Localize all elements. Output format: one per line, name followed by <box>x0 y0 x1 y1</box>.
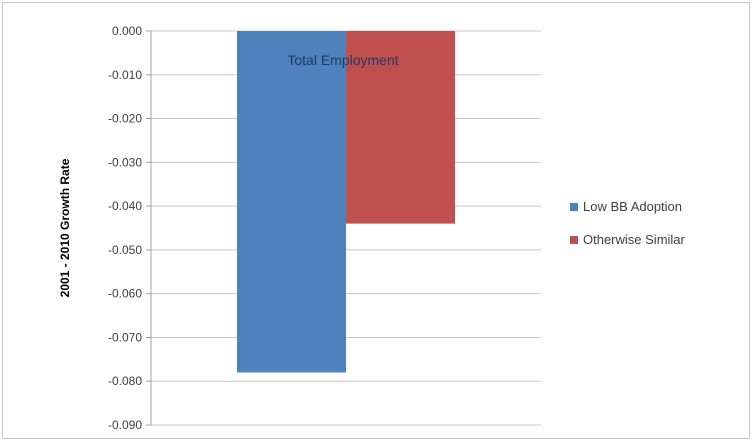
y-axis-label: 2001 - 2010 Growth Rate <box>58 158 72 297</box>
y-tick-label: -0.050 <box>108 243 142 257</box>
bar-low-bb-adoption <box>237 31 346 373</box>
legend-swatch <box>570 203 578 211</box>
bar-chart: 0.000 -0.010 -0.020 -0.030 -0.040 -0.050 -0.06… <box>58 24 686 432</box>
legend-label: Low BB Adoption <box>583 199 682 214</box>
legend-label: Otherwise Similar <box>583 232 686 247</box>
legend: Low BB Adoption Otherwise Similar <box>570 199 686 247</box>
y-tick-label: -0.090 <box>108 418 142 432</box>
chart-area: 0.000 -0.010 -0.020 -0.030 -0.040 -0.050 -0.06… <box>2 2 750 439</box>
y-tick-label: -0.060 <box>108 287 142 301</box>
bars <box>237 31 455 373</box>
bar-otherwise-similar <box>346 31 455 224</box>
y-tick-label: -0.020 <box>108 112 142 126</box>
y-tick-label: -0.040 <box>108 199 142 213</box>
y-axis-ticks: 0.000 -0.010 -0.020 -0.030 -0.040 -0.050 -0.06… <box>108 24 152 432</box>
y-tick-label: -0.030 <box>108 155 142 169</box>
y-tick-label: -0.080 <box>108 374 142 388</box>
y-tick-label: -0.010 <box>108 68 142 82</box>
chart-annotation: Total Employment <box>287 52 398 68</box>
y-tick-label: 0.000 <box>112 24 142 38</box>
y-tick-label: -0.070 <box>108 330 142 344</box>
legend-swatch <box>570 236 578 244</box>
